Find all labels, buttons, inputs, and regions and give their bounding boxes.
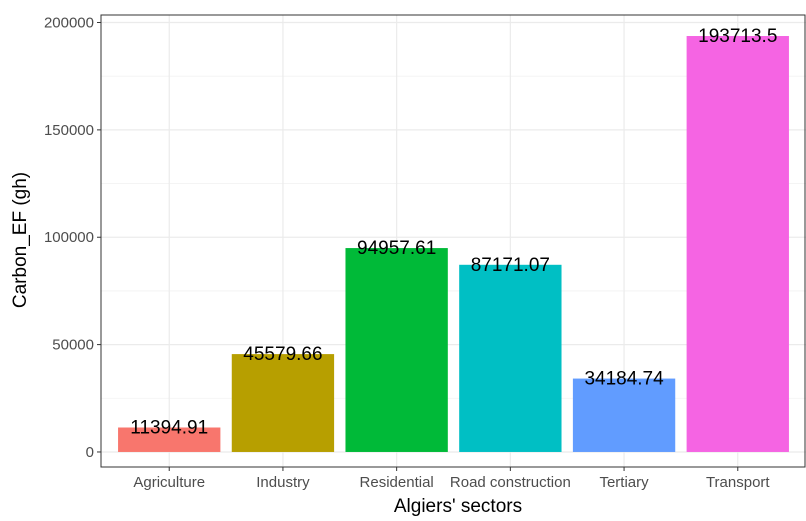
- bar-agriculture: [118, 427, 221, 452]
- bars-layer: [118, 36, 789, 452]
- y-tick-label: 100000: [44, 229, 94, 246]
- data-label: 11394.91: [130, 418, 208, 439]
- panel-border: [100, 14, 806, 468]
- bar-residential: [345, 248, 448, 452]
- x-tick-label: Road construction: [450, 474, 571, 491]
- x-tick-label: Residential: [360, 474, 434, 491]
- x-tick-label: Agriculture: [133, 474, 205, 491]
- bar-road-construction: [459, 264, 562, 452]
- y-tick-label: 150000: [44, 122, 94, 139]
- x-tick-label: Industry: [256, 474, 310, 491]
- bar-industry: [231, 354, 335, 452]
- data-label: 87171.07: [471, 255, 550, 276]
- bar-tertiary: [572, 378, 676, 452]
- data-label: 45579.66: [243, 344, 322, 365]
- data-label: 34184.74: [584, 369, 664, 390]
- axes-layer: 0 50000 100000 150000 200000 Agriculture Indus…: [44, 14, 806, 491]
- bar-transport: [686, 36, 789, 452]
- data-labels-layer: 11394.91 45579.66 94957.61 87171.07 34184.74…: [130, 26, 777, 438]
- x-axis-title: Algiers' sectors: [394, 496, 522, 516]
- data-label: 193713.5: [698, 26, 777, 47]
- y-tick-label: 0: [86, 444, 94, 461]
- y-tick-label: 200000: [44, 15, 94, 32]
- data-label: 94957.61: [357, 238, 436, 259]
- x-tick-label: Tertiary: [599, 474, 649, 491]
- x-tick-label: Transport: [706, 474, 770, 491]
- y-axis-title: Carbon_EF (gh): [10, 172, 31, 308]
- y-tick-label: 50000: [52, 337, 94, 354]
